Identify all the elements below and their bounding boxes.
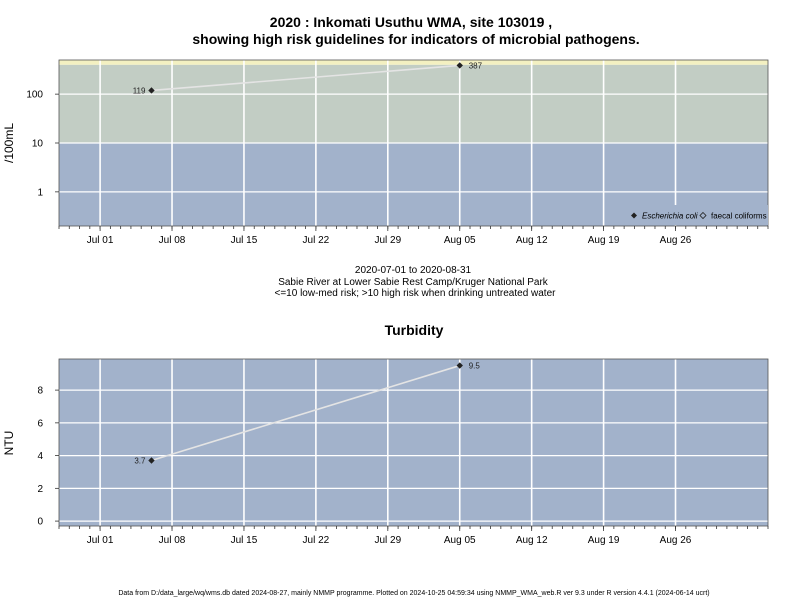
legend-faecal-label: faecal coliforms [711,212,767,221]
date-range-note: 2020-07-01 to 2020-08-31 [355,265,472,276]
chart1-risk-band [59,60,768,65]
footer-note: Data from D:/data_large/wq/wms.db dated … [118,590,709,597]
legend-faecal-marker [699,211,707,220]
chart1-y-tick-label: 100 [26,90,43,101]
chart2-data-point [148,457,155,464]
chart1-x-tick-label: Jul 15 [231,235,258,246]
legend-ecoli-label: Escherichia coli [642,212,698,221]
chart2-data-point [456,362,463,369]
chart2-x-tick-label: Aug 12 [516,535,548,546]
site-location-note: Sabie River at Lower Sabie Rest Camp/Kru… [278,277,549,288]
chart1-x-tick-label: Aug 05 [444,235,476,246]
chart2-y-tick-label: 6 [37,418,43,429]
chart2-data-label: 3.7 [134,457,146,466]
chart1-data-label: 119 [133,86,146,95]
chart2-plot-area: Jul 01 Jul 08 Jul 15 Jul 22 Jul 29 Aug 05 Aug … [37,358,769,546]
legend-box [624,205,768,225]
chart2-x-tick-label: Jul 15 [231,535,258,546]
chart1-y-axis-label: /100mL [2,123,16,163]
chart2-y-tick-label: 2 [37,484,43,495]
chart2-x-tick-label: Jul 29 [374,535,401,546]
chart2-y-tick-label: 8 [37,386,43,397]
chart2-data-label: 9.5 [469,362,481,371]
chart2-y-axis-label: NTU [2,431,16,456]
chart1-title-line2: showing high risk guidelines for indicat… [192,31,639,47]
chart2-x-tick-label: Jul 22 [303,535,330,546]
chart1-y-tick-label: 10 [32,139,44,150]
chart1-x-tick-label: Aug 26 [660,235,692,246]
chart2-series-line [151,364,460,462]
chart1-x-tick-label: Aug 19 [588,235,620,246]
chart2-x-tick-label: Aug 19 [588,535,620,546]
chart2-frame [58,358,769,527]
chart1-data-point [456,62,463,69]
chart2-x-tick-label: Aug 26 [660,535,692,546]
chart2-x-tick-label: Jul 01 [87,535,114,546]
chart1-x-tick-label: Jul 01 [87,235,114,246]
risk-guideline-note: <=10 low-med risk; >10 high risk when dr… [275,288,557,299]
chart1-x-tick-label: Jul 22 [303,235,330,246]
chart1-legend: Escherichia coli faecal coliforms [624,205,768,225]
chart1-title: 2020 : Inkomati Usuthu WMA, site 103019 … [270,14,552,30]
chart1-risk-band [59,64,768,143]
chart2-y-tick-label: 0 [37,517,43,528]
legend-ecoli-marker [631,212,637,219]
chart1-x-tick-label: Aug 12 [516,235,548,246]
chart1-x-tick-label: Jul 08 [159,235,186,246]
chart2-background [59,359,768,526]
chart2-title: Turbidity [385,322,444,338]
chart1-data-label: 387 [469,61,483,70]
chart1-y-tick-label: 1 [37,187,43,198]
chart2-x-tick-label: Aug 05 [444,535,476,546]
chart1-series-line [151,64,460,92]
chart2-x-tick-label: Jul 08 [159,535,186,546]
chart2-y-tick-label: 4 [37,451,43,462]
chart1-plot-area: Jul 01 Jul 08 Jul 15 Jul 22 Jul 29 Aug 05 Aug … [26,59,769,246]
chart1-x-tick-label: Jul 29 [374,235,401,246]
chart1-data-point [148,87,155,94]
